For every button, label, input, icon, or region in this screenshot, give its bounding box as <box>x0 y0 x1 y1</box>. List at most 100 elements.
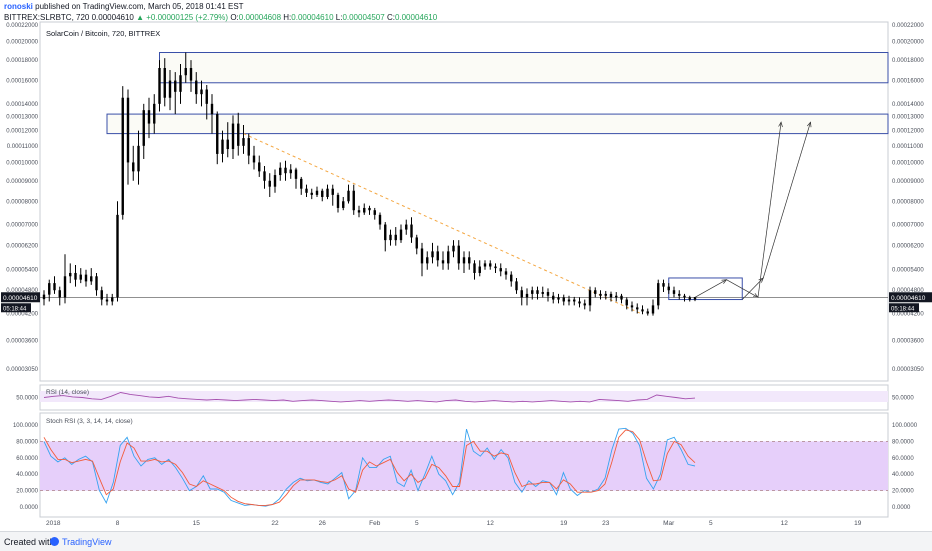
y-tick-left: 0.00004800 <box>6 288 38 294</box>
symbol-label: BITTREX:SLRBTC, 720 <box>4 13 90 22</box>
candle-body <box>284 167 287 174</box>
candle-body <box>95 276 98 291</box>
stoch-tick-left: 80.0000 <box>16 439 38 445</box>
candle-body <box>48 283 51 295</box>
candle-body <box>667 286 670 291</box>
open-label: O: <box>230 13 239 22</box>
stoch-tick-right: 60.0000 <box>892 456 914 462</box>
y-tick-left: 0.00020000 <box>6 40 38 46</box>
x-tick: 26 <box>319 520 327 527</box>
y-tick-left: 0.00007000 <box>6 223 38 229</box>
y-tick-right: 0.00010000 <box>892 160 924 166</box>
x-tick: 5 <box>709 520 713 527</box>
candle-body <box>389 234 392 241</box>
y-tick-left: 0.00012000 <box>6 129 38 135</box>
candle-body <box>137 145 140 172</box>
candle-body <box>394 234 397 241</box>
x-tick: 8 <box>116 520 120 527</box>
y-tick-right: 0.00008000 <box>892 199 924 205</box>
candle-body <box>499 268 502 272</box>
candle-body <box>268 180 271 187</box>
projection-arrow <box>757 122 782 298</box>
candle-body <box>258 162 261 172</box>
candle-body <box>378 214 382 225</box>
candle-body <box>310 192 313 195</box>
candle-body <box>331 188 334 195</box>
stoch-tick-right: 20.0000 <box>892 489 914 495</box>
y-tick-left: 0.00011000 <box>7 144 39 150</box>
candle-body <box>111 297 114 302</box>
publish-line: ronoski published on TradingView.com, Ma… <box>4 2 244 11</box>
high-value: 0.00004610 <box>291 13 334 22</box>
candle-body <box>300 178 303 189</box>
candle-body <box>431 251 434 258</box>
x-tick: Feb <box>369 520 381 527</box>
y-tick-right: 0.00012000 <box>892 129 924 135</box>
candle-body <box>489 263 492 267</box>
y-tick-left: 0.00018000 <box>6 58 38 64</box>
rsi-tick-right: 50.0000 <box>892 396 914 402</box>
candle-body <box>462 257 466 264</box>
y-tick-left: 0.00016000 <box>6 79 38 85</box>
close-value: 0.00004610 <box>394 13 438 22</box>
y-tick-right: 0.00003600 <box>892 338 924 344</box>
y-tick-left: 0.00003050 <box>6 367 38 373</box>
y-tick-left: 0.00009000 <box>6 179 38 185</box>
candle-body <box>541 292 544 294</box>
candle-body <box>53 283 56 291</box>
stoch-tick-left: 20.0000 <box>16 489 38 495</box>
y-tick-right: 0.00016000 <box>892 79 924 85</box>
current-price-label-right: 0.00004610 <box>891 295 926 302</box>
rsi-line <box>43 392 696 403</box>
candle-body <box>405 224 408 230</box>
y-tick-left: 0.00022000 <box>6 23 38 29</box>
candle-body <box>63 276 67 298</box>
current-price-badge-left <box>1 292 40 303</box>
candle-body <box>321 190 324 197</box>
candle-body <box>326 188 329 197</box>
candle-body <box>651 305 655 314</box>
candle-body <box>567 299 571 302</box>
stoch-k-line <box>43 427 696 507</box>
countdown-label-left: 05:18:44 <box>3 306 27 312</box>
y-tick-right: 0.00009000 <box>892 179 924 185</box>
price-chart[interactable]: 0.00022000 0.00022000 0.00020000 0.00020000… <box>0 0 932 531</box>
stoch-label: Stoch RSI (3, 3, 14, 14, close) <box>46 418 133 425</box>
y-tick-right: 0.00007000 <box>892 223 924 229</box>
candle-body <box>552 295 555 300</box>
candle-body <box>483 263 487 267</box>
y-tick-left: 0.00006200 <box>6 244 38 250</box>
candle-body <box>79 274 82 280</box>
candle-body <box>415 237 418 249</box>
candle-body <box>693 297 697 300</box>
candle-body <box>153 103 156 124</box>
y-tick-left: 0.00003600 <box>6 338 38 344</box>
y-tick-right: 0.00020000 <box>892 40 924 46</box>
x-tick: 22 <box>271 520 279 527</box>
chart-title: SolarCoin / Bitcoin, 720, BITTREX <box>46 29 160 38</box>
candle-body <box>504 271 508 275</box>
tradingview-link[interactable]: TradingView <box>62 537 112 547</box>
candle-body <box>336 194 340 208</box>
candle-body <box>200 89 203 95</box>
x-tick: 23 <box>602 520 610 527</box>
projection-arrow-head <box>778 121 783 128</box>
candle-body <box>494 266 497 269</box>
candle-body <box>594 290 597 294</box>
candle-body <box>447 251 450 264</box>
candle-body <box>315 190 319 195</box>
candle-body <box>221 139 224 154</box>
candle-body <box>468 257 471 264</box>
candle-body <box>373 210 376 215</box>
y-tick-left: 0.00005400 <box>6 268 38 274</box>
author-link[interactable]: ronoski <box>4 2 33 11</box>
y-tick-right: 0.00006200 <box>892 244 924 250</box>
candle-body <box>352 190 355 211</box>
x-tick: 15 <box>193 520 201 527</box>
candle-body <box>546 292 550 296</box>
candle-body <box>179 75 182 92</box>
stoch-tick-left: 100.0000 <box>13 423 39 429</box>
countdown-badge-right <box>889 303 919 313</box>
candle-body <box>536 290 539 294</box>
current-price-label-left: 0.00004610 <box>3 295 38 302</box>
